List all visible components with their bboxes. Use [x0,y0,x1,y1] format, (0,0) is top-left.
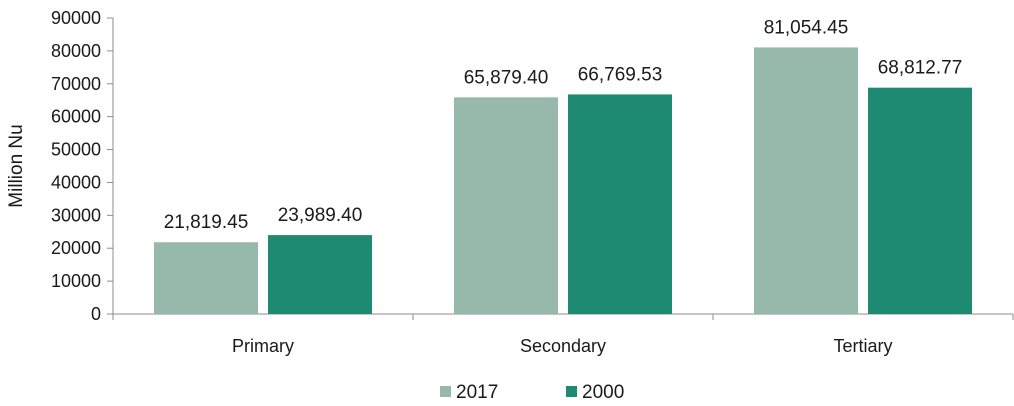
bars [154,47,972,315]
y-tick-label: 50000 [51,140,101,160]
data-label: 66,769.53 [578,64,663,85]
y-axis: 0 10000 20000 30000 40000 50000 60000 70000 8000… [51,8,114,324]
data-label: 21,819.45 [164,212,249,233]
data-labels: 21,819.45 65,879.40 81,054.45 23,989.40 66,7… [164,17,963,233]
bar-2000-primary [268,235,372,314]
bar-2000-secondary [568,94,672,314]
data-label: 23,989.40 [278,205,363,226]
legend-swatch-2017 [440,386,451,397]
y-tick-label: 0 [91,304,101,324]
bar-2017-tertiary [754,47,858,314]
y-tick-label: 10000 [51,271,101,291]
y-tick-label: 20000 [51,238,101,258]
data-label: 68,812.77 [878,58,963,79]
y-tick-label: 40000 [51,172,101,192]
legend-label-2000: 2000 [582,382,624,403]
bar-2017-secondary [454,97,558,314]
legend-swatch-2000 [566,386,577,397]
data-label: 81,054.45 [764,17,849,38]
y-axis-title: Million Nu [6,124,27,207]
bar-2000-tertiary [868,87,972,315]
y-tick-label: 30000 [51,205,101,225]
y-tick-label: 90000 [51,8,101,28]
y-tick-label: 70000 [51,74,101,94]
x-tick-label: Tertiary [833,336,892,356]
data-label: 65,879.40 [464,67,549,88]
x-axis: Primary Secondary Tertiary [112,313,1014,356]
y-tick-label: 80000 [51,41,101,61]
legend-label-2017: 2017 [456,382,498,403]
y-tick-label: 60000 [51,107,101,127]
bar-2017-primary [154,242,258,314]
legend: 2017 2000 [440,382,624,403]
x-tick-label: Primary [232,336,294,356]
x-tick-label: Secondary [520,336,606,356]
